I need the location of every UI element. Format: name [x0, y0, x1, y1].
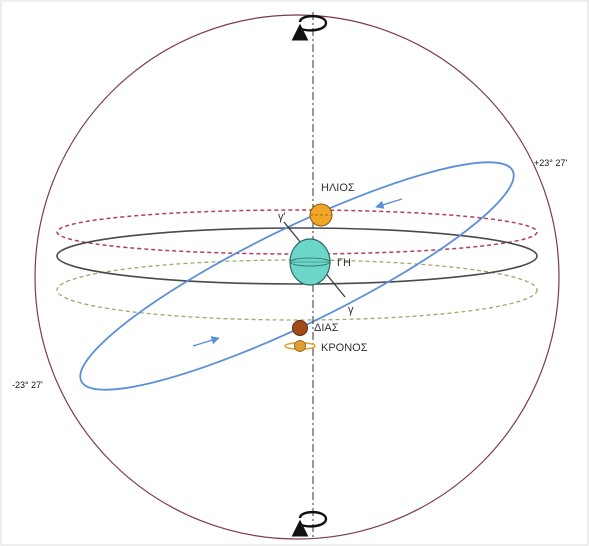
gamma-label: γ	[348, 304, 354, 316]
sun	[309, 203, 333, 227]
rotation-arrow-icon	[291, 14, 328, 41]
earth	[289, 238, 331, 286]
celestial-sphere	[34, 14, 560, 540]
tropic-upper	[56, 209, 538, 255]
saturn	[284, 340, 316, 352]
earth-label: ΓΗ	[337, 257, 351, 269]
celestial-equator	[56, 227, 538, 285]
ecliptic	[79, 161, 515, 391]
tilt-upper-label: +23° 27'	[534, 158, 567, 168]
saturn-body	[294, 340, 306, 352]
saturn-label: ΚΡΟΝΟΣ	[321, 342, 368, 354]
sun-label: ΗΛΙΟΣ	[321, 182, 355, 194]
tilt-lower-label: -23° 27'	[12, 380, 43, 390]
jupiter	[292, 320, 308, 336]
jupiter-label: ΔΙΑΣ	[314, 322, 339, 334]
ecliptic-arrow-upper	[375, 198, 403, 209]
rotation-arrow-icon	[291, 510, 328, 537]
ecliptic-arrow-lower	[192, 336, 220, 347]
gamma-prime-label: γ'	[278, 211, 286, 223]
